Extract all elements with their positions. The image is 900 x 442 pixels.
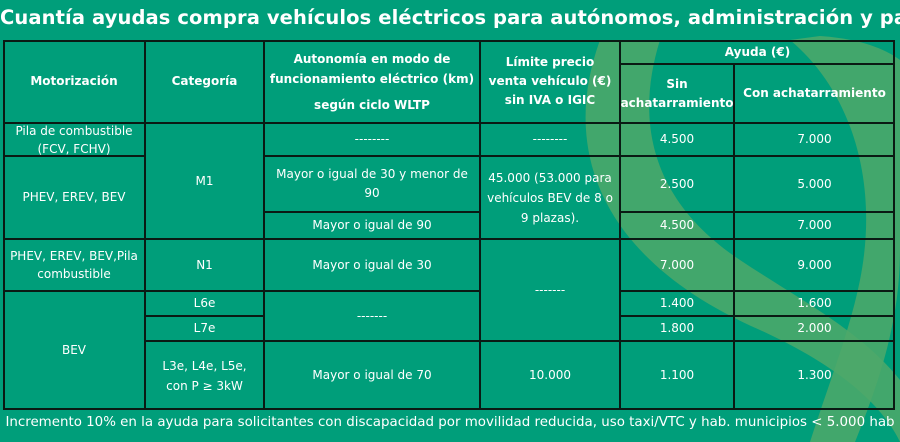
sin-row3: 4.500 [659, 218, 695, 232]
grid-line [619, 211, 895, 213]
autonomia-row1: -------- [354, 132, 390, 146]
con-row3: 7.000 [797, 218, 832, 232]
header-autonomia-line1: Autonomía en modo de [293, 51, 451, 66]
sin-row6: 1.800 [659, 321, 695, 335]
grid-line [3, 408, 895, 410]
grid-line [144, 340, 895, 342]
grid-line [263, 155, 895, 157]
limite-row4: 10.000 [529, 368, 571, 382]
categoria-m1: M1 [195, 173, 214, 188]
grid-line [3, 122, 895, 124]
motorizacion-bev: BEV [61, 343, 87, 357]
motorizacion-phev: PHEV, EREV, BEV [22, 190, 126, 204]
header-con-achatarramiento: Con achatarramiento [743, 86, 886, 100]
categoria-l6e: L6e [193, 296, 216, 310]
grid-line [619, 63, 895, 65]
header-categoria: Categoría [171, 74, 238, 88]
grid-line [893, 40, 895, 410]
header-autonomia-line3: según ciclo WLTP [314, 97, 430, 112]
con-row4: 9.000 [797, 257, 832, 272]
grid-line [263, 211, 480, 213]
grid-line [3, 40, 5, 410]
subsidy-table: Motorización Categoría Autonomía en modo… [3, 40, 895, 410]
grid-line [619, 315, 895, 317]
sin-row7: 1.100 [659, 368, 695, 382]
header-ayuda: Ayuda (€) [724, 44, 791, 59]
sin-row1: 4.500 [659, 132, 695, 146]
sin-row5: 1.400 [659, 296, 695, 310]
con-row7: 1.300 [797, 368, 832, 382]
grid-line [479, 40, 481, 410]
autonomia-row6: Mayor o igual de 70 [312, 368, 432, 382]
autonomia-row3: Mayor o igual de 90 [312, 218, 432, 232]
limite-row3: ------- [534, 282, 566, 297]
header-autonomia-line2: funcionamiento eléctrico (km) [269, 71, 475, 86]
autonomia-row4: Mayor o igual de 30 [312, 257, 432, 272]
categoria-l3e: L3e, L4e, L5e, con P ≥ 3kW [162, 358, 247, 393]
autonomia-row2: Mayor o igual de 30 y menor de 90 [276, 167, 468, 200]
con-row5: 1.600 [797, 296, 832, 310]
header-limite: Límite precio venta vehículo (€) sin IVA… [488, 55, 612, 107]
page-title: Cuantía ayudas compra vehículos eléctric… [0, 6, 900, 29]
grid-line [3, 290, 480, 292]
grid-line [263, 40, 265, 410]
grid-line [733, 64, 735, 410]
limite-row1: -------- [532, 132, 568, 146]
sin-row2: 2.500 [659, 176, 695, 191]
header-sin-achatarramiento: Sin achatarramiento [620, 76, 734, 110]
con-row1: 7.000 [797, 132, 832, 146]
autonomia-row5: ------- [356, 308, 388, 323]
grid-line [3, 155, 145, 157]
motorizacion-pila: Pila de combustible (FCV, FCHV) [15, 123, 133, 156]
grid-line [619, 40, 621, 410]
grid-line [3, 40, 895, 42]
footer-note: Incremento 10% en la ayuda para solicita… [5, 415, 895, 430]
grid-line [144, 315, 264, 317]
categoria-l7e: L7e [193, 321, 216, 335]
header-motorizacion: Motorización [30, 74, 118, 88]
sin-row4: 7.000 [659, 257, 695, 272]
con-row2: 5.000 [797, 176, 832, 191]
limite-row2: 45.000 (53.000 para vehículos BEV de 8 o… [487, 170, 613, 225]
con-row6: 2.000 [797, 321, 832, 335]
header-autonomia: Autonomía en modo de funcionamiento eléc… [264, 40, 480, 123]
grid-line [144, 40, 146, 410]
grid-line [619, 290, 895, 292]
motorizacion-n1: PHEV, EREV, BEV,Pila combustible [10, 249, 138, 281]
grid-line [3, 238, 895, 240]
categoria-n1: N1 [196, 257, 213, 272]
